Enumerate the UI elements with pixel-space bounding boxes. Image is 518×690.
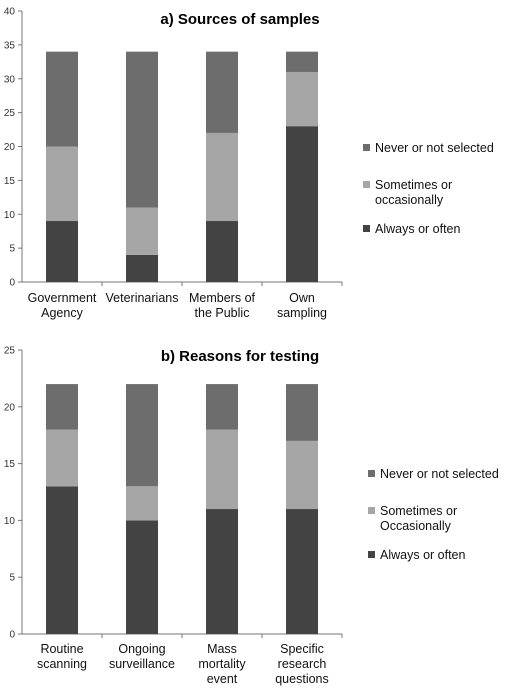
legend-swatch [368, 470, 375, 477]
legend: Never or not selected Sometimes or occasio… [363, 141, 494, 236]
bar-segment [286, 51, 318, 72]
bar-segment [206, 132, 238, 222]
x-tick-label: Members of the Public [189, 291, 256, 320]
y-tick-label: 0 [9, 278, 15, 289]
bar-segment [46, 429, 78, 487]
y-tick-label: 5 [9, 573, 15, 584]
y-tick-label: 35 [4, 40, 16, 51]
bar-segment [126, 51, 158, 208]
y-tick-label: 30 [4, 74, 16, 85]
bar-segment [206, 429, 238, 510]
bar-segment [286, 384, 318, 441]
y-tick-label: 25 [4, 346, 16, 357]
y-tick-label: 10 [4, 210, 16, 221]
y-tick-label: 10 [4, 516, 16, 527]
bar-segment [286, 509, 318, 634]
bar-segment [46, 384, 78, 430]
x-tick-label: Veterinarians [106, 291, 179, 305]
legend-swatch [363, 225, 370, 232]
x-tick-label: Own sampling [277, 291, 327, 320]
plot-area: 0 5 10 15 20 25 30 35 40 Government Agency Veterina… [4, 7, 343, 320]
y-tick-label: 20 [4, 142, 16, 153]
x-tick-label: Routine scanning [37, 642, 87, 671]
chart-sources-of-samples: a) Sources of samples 0 5 10 15 20 25 30 35 40 Go… [4, 7, 494, 321]
x-tick-label: Ongoing surveillance [109, 642, 175, 671]
y-tick-label: 15 [4, 176, 16, 187]
legend: Never or not selected Sometimes or Occasio… [368, 467, 499, 562]
bar-segment [206, 221, 238, 282]
bar-segment [126, 254, 158, 282]
y-tick-label: 20 [4, 402, 16, 413]
chart-reasons-for-testing: b) Reasons for testing 0 5 10 15 20 25 Routine… [4, 346, 499, 687]
bar-segment [286, 126, 318, 282]
bar-segment [46, 221, 78, 282]
bar-segment [126, 486, 158, 521]
bar-segment [286, 71, 318, 127]
y-tick-label: 40 [4, 7, 16, 18]
bar-segment [126, 520, 158, 634]
y-tick-label: 15 [4, 459, 16, 470]
bar-segment [206, 384, 238, 430]
chart-title: b) Reasons for testing [161, 348, 319, 365]
bar-segment [46, 146, 78, 222]
chart-title: a) Sources of samples [160, 11, 319, 28]
bar-segment [126, 384, 158, 487]
x-tick-label: Mass mortality event [198, 642, 246, 686]
legend-swatch [363, 144, 370, 151]
legend-label: Never or not selected [375, 141, 494, 155]
y-tick-label: 5 [9, 244, 15, 255]
bar-segment [206, 51, 238, 133]
legend-label: Always or often [380, 548, 466, 562]
legend-label: Sometimes or Occasionally [380, 504, 457, 533]
y-tick-label: 25 [4, 108, 16, 119]
plot-area: 0 5 10 15 20 25 Routine scanning Ongoing surveill… [4, 346, 343, 686]
x-tick-label: Specific research questions [275, 642, 329, 686]
x-tick-label: Government Agency [28, 291, 97, 320]
bar-segment [206, 509, 238, 634]
y-tick-label: 0 [9, 630, 15, 641]
legend-label: Never or not selected [380, 467, 499, 481]
bar-segment [46, 486, 78, 634]
bar-segment [46, 51, 78, 147]
legend-swatch [368, 551, 375, 558]
legend-swatch [368, 507, 375, 514]
bar-segment [126, 207, 158, 255]
legend-label: Always or often [375, 222, 461, 236]
legend-swatch [363, 181, 370, 188]
legend-label: Sometimes or occasionally [375, 178, 452, 207]
bar-segment [286, 440, 318, 510]
